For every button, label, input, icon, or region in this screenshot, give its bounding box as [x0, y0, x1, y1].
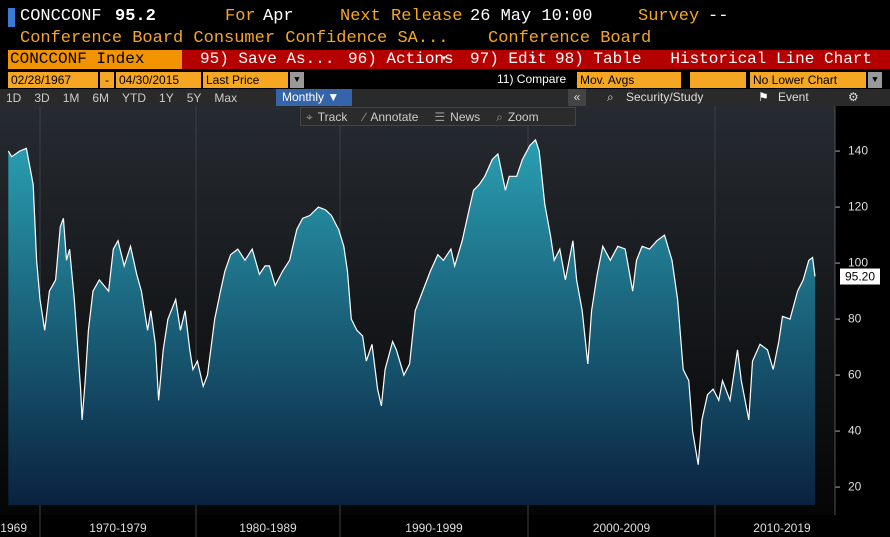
range-buttons: 1D 3D 1M 6M YTD 1Y 5Y Max: [6, 89, 250, 106]
event[interactable]: Event: [778, 90, 809, 104]
x-category-label: 2000-2009: [593, 521, 651, 535]
range-button[interactable]: YTD: [122, 91, 147, 105]
flag-icon: ⚑: [758, 90, 769, 104]
date-separator: -: [100, 72, 114, 88]
tool-icon: ⌖: [306, 110, 313, 124]
chart-tool[interactable]: Zoom: [507, 110, 539, 124]
release-value: 26 May 10:00: [470, 7, 593, 26]
range-button[interactable]: 6M: [92, 91, 110, 105]
x-category-label: 2010-2019: [753, 521, 811, 535]
range-button[interactable]: 3D: [34, 91, 50, 105]
period[interactable]: Monthly ▼: [276, 89, 352, 106]
dropdown-icon: ▾: [441, 54, 448, 65]
view-title: Historical Line Chart: [670, 50, 872, 68]
y-tick-label: 100: [848, 255, 868, 269]
tool-icon: ∕: [363, 110, 366, 124]
range-bar: [0, 89, 890, 106]
button[interactable]: 96) Actions: [348, 50, 454, 68]
search-icon: ⌕: [607, 90, 614, 104]
source: Conference Board: [488, 29, 652, 48]
button[interactable]: 95) Save As...: [200, 50, 335, 68]
release-label: Next Release: [340, 7, 463, 26]
y-tick-label: 20: [848, 479, 862, 493]
button[interactable]: 97) Edit: [470, 50, 547, 68]
price: 95.2: [115, 7, 156, 26]
ticker-marker: [8, 8, 15, 27]
start-date[interactable]: 02/28/1967: [8, 72, 98, 88]
settings-icon[interactable]: ⚙: [848, 90, 859, 104]
dropdown-icon: ▾: [530, 54, 537, 65]
mov-avgs[interactable]: Mov. Avgs: [577, 72, 681, 88]
y-tick-label: 140: [848, 143, 868, 157]
y-tick-label: 60: [848, 367, 862, 381]
x-category-label: 1980-1989: [239, 521, 297, 535]
line: [7, 138, 816, 465]
range-button[interactable]: 1Y: [159, 91, 174, 105]
dropdown-icon[interactable]: ▼: [868, 72, 882, 88]
for-label: For: [225, 7, 256, 26]
end-date[interactable]: 04/30/2015: [116, 72, 201, 88]
tool-icon: ☰: [434, 110, 446, 124]
dropdown-icon[interactable]: ▼: [290, 72, 304, 88]
empty-field[interactable]: [690, 72, 746, 88]
toolbar: [8, 50, 890, 69]
collapse-icon[interactable]: «: [568, 89, 586, 106]
ticker: CONCCONF: [20, 7, 102, 26]
security-study[interactable]: Security/Study: [626, 90, 704, 104]
range-button[interactable]: 5Y: [186, 91, 202, 105]
last-value-box: [840, 268, 880, 285]
area: [8, 139, 816, 505]
chart-tool-list: ⌖ Track ∕ Annotate ☰ News ⌕ Zoom: [306, 108, 555, 126]
chart-tool[interactable]: Track: [317, 110, 348, 124]
chart-tools: [300, 107, 576, 126]
x-category-label: 1990-1999: [405, 521, 463, 535]
survey-value: --: [708, 7, 729, 26]
description: Conference Board Consumer Confidence SA.…: [20, 29, 449, 48]
x-category-label: 1970-1979: [89, 521, 147, 535]
chart-tool[interactable]: News: [450, 110, 481, 124]
lower-chart[interactable]: No Lower Chart: [750, 72, 866, 88]
y-tick-label: 40: [848, 423, 862, 437]
compare[interactable]: 11) Compare: [497, 72, 567, 86]
button[interactable]: 98) Table: [555, 50, 642, 68]
chart-tool[interactable]: Annotate: [370, 110, 419, 124]
tool-icon: ⌕: [496, 110, 503, 124]
field[interactable]: Last Price: [203, 72, 288, 88]
x-category-label: 1960-1969: [0, 521, 27, 535]
y-tick-label: 80: [848, 311, 862, 325]
range-button[interactable]: 1M: [62, 91, 80, 105]
security[interactable]: CONCCONF Index: [8, 50, 182, 69]
period-label: Monthly: [282, 90, 325, 104]
range-button[interactable]: 1D: [6, 91, 22, 105]
for-value: Apr: [263, 7, 294, 26]
y-tick-label: 120: [848, 199, 868, 213]
last-value-label: 95.20: [845, 270, 875, 284]
range-button[interactable]: Max: [214, 91, 238, 105]
survey-label: Survey: [638, 7, 700, 26]
